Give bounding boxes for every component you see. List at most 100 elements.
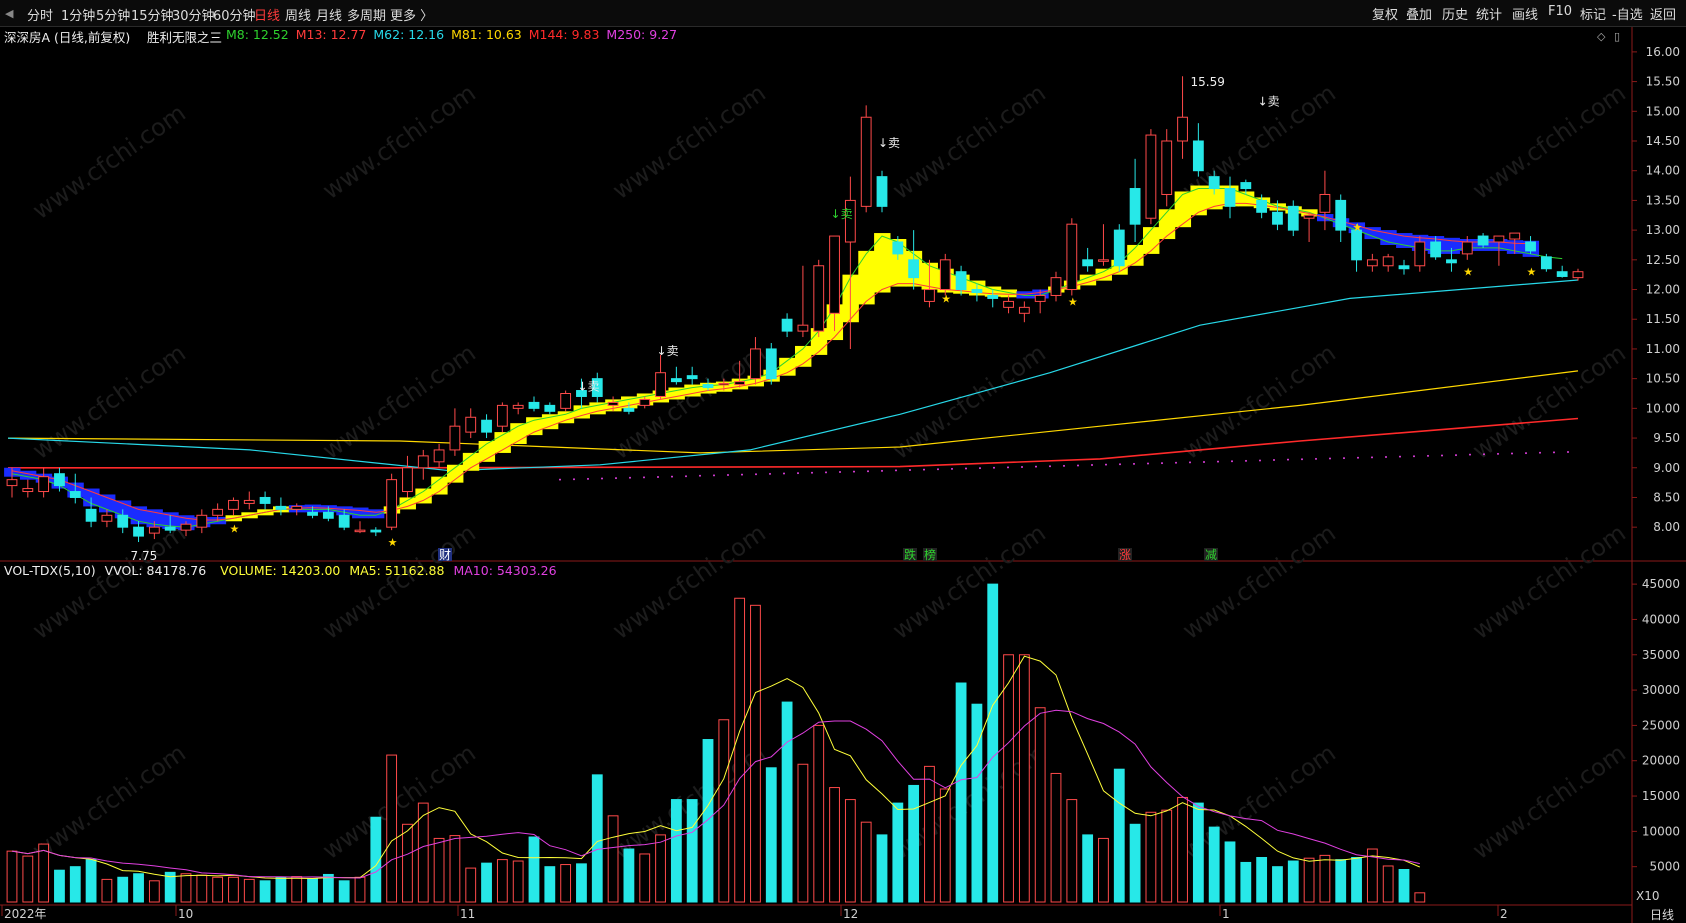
candle-body (212, 508, 224, 516)
watermark-text: www.cfchi.com (887, 79, 1050, 205)
buy-star-icon: ★ (1068, 295, 1078, 308)
period-tab-4[interactable]: 30分钟 (172, 9, 215, 24)
volume-bar (417, 802, 429, 903)
candle-body (275, 505, 287, 510)
period-tab-3[interactable]: 15分钟 (131, 9, 174, 24)
m250-dot (755, 473, 757, 476)
m250-dot (1497, 452, 1499, 455)
volume-bar (1082, 834, 1094, 903)
volume-bar (813, 724, 825, 903)
toolbar-button-5[interactable]: F10 (1548, 4, 1573, 19)
toolbar-button-4[interactable]: 画线 (1512, 8, 1539, 23)
m250-dot (993, 466, 995, 469)
toolbar-button-6[interactable]: 标记 (1580, 8, 1607, 23)
volume-bar (22, 855, 34, 903)
period-tab-10[interactable]: 更多 〉 (390, 9, 434, 24)
trend-band-segment (589, 402, 606, 415)
top-toolbar: ◀ 分时 1分钟 5分钟 15分钟 30分钟 60分钟 日线 周线 月线 多周期 更多 〉 复权 叠加 历史… (0, 0, 1686, 27)
candle-body (1256, 199, 1268, 213)
buy-star-icon: ★ (1353, 221, 1363, 234)
toolbar-button-1[interactable]: 叠加 (1406, 8, 1433, 23)
period-tab-7[interactable]: 周线 (285, 9, 312, 24)
m62-line (7, 279, 1579, 472)
candle-body (1034, 294, 1046, 302)
m250-dot (1343, 457, 1345, 460)
period-tab-2[interactable]: 5分钟 (96, 9, 131, 24)
price-tick-label: 13.50 (1646, 193, 1680, 207)
back-arrow-icon[interactable]: ◀ (5, 7, 14, 20)
volume-bar (860, 821, 872, 903)
toolbar-button-3[interactable]: 统计 (1476, 8, 1503, 23)
trend-band-segment (1143, 227, 1160, 254)
volume-tick-label: 20000 (1642, 754, 1680, 768)
trend-band-segment (367, 509, 385, 519)
candle-body (1446, 259, 1457, 264)
ma-legend: M8: 12.52 M13: 12.77 M62: 12.16 M81: 10.63 M… (226, 27, 684, 42)
candle-body (1240, 182, 1252, 190)
volume-tick-label: 10000 (1642, 824, 1680, 838)
volume-bar (307, 878, 318, 903)
m250-dot (1301, 458, 1303, 461)
volume-bar (718, 719, 730, 903)
volume-bar (1066, 799, 1078, 903)
period-tab-1[interactable]: 1分钟 (61, 9, 96, 24)
candle-body (259, 496, 271, 504)
volume-bar (1303, 857, 1315, 903)
volume-bar (544, 866, 556, 903)
volume-bar (750, 604, 761, 903)
volume-tick-label: 30000 (1642, 683, 1680, 697)
volume-bar (1382, 865, 1394, 903)
candle-body (386, 479, 398, 528)
candle-body (892, 241, 904, 255)
candle-body (576, 390, 587, 397)
m250-dot (1441, 454, 1443, 457)
candle-body (1351, 229, 1362, 261)
m250-dot (559, 478, 561, 481)
low-price-label: 7.75 (131, 549, 158, 563)
candle-body (243, 499, 255, 504)
toolbar-button-7[interactable]: -自选 (1612, 8, 1643, 23)
event-tag: 榜 (924, 547, 936, 562)
price-tick-label: 12.50 (1646, 253, 1680, 267)
candle-body (148, 526, 160, 534)
trend-band-segment (1127, 244, 1144, 266)
event-tag-bg (903, 548, 917, 561)
candle-body (1145, 134, 1157, 219)
candle-body (1208, 176, 1220, 190)
volume-bar (1113, 768, 1125, 903)
candle-body (797, 324, 809, 332)
period-tab-8[interactable]: 月线 (316, 9, 343, 24)
volume-bar (259, 880, 271, 903)
volume-bar (1287, 860, 1299, 903)
m250-dot (587, 477, 589, 480)
m144-line (8, 417, 1579, 469)
candle-body (655, 372, 666, 397)
volume-bar (1003, 654, 1014, 903)
period-tab-9[interactable]: 多周期 (347, 9, 387, 24)
m250-dot (657, 475, 659, 478)
candle-body (607, 401, 619, 406)
period-tab-5[interactable]: 60分钟 (213, 9, 256, 24)
toolbar-button-2[interactable]: 历史 (1442, 8, 1469, 23)
candle-body (228, 499, 239, 510)
m250-dot (1357, 456, 1359, 459)
volume-bar (987, 583, 999, 903)
period-tab-6[interactable]: 日线 (254, 9, 281, 24)
trend-band-segment (1237, 191, 1255, 207)
m250-dot (1119, 463, 1121, 466)
candle-body (117, 514, 129, 528)
period-tab-0[interactable]: 分时 (27, 9, 54, 24)
toolbar-button-8[interactable]: 返回 (1650, 8, 1677, 23)
toolbar-button-0[interactable]: 复权 (1372, 8, 1399, 23)
candle-body (1303, 214, 1315, 219)
candle-body (354, 529, 366, 533)
event-tag-bg (1118, 548, 1132, 561)
candle-body (718, 382, 730, 386)
candle-body (417, 455, 429, 469)
panel-expand-icon: ▯ (1614, 30, 1620, 43)
m250-dot (769, 472, 771, 475)
indicator-name[interactable]: 胜利无限之三 (147, 30, 223, 45)
m250-dot (643, 476, 645, 479)
volume-bar (322, 873, 334, 903)
